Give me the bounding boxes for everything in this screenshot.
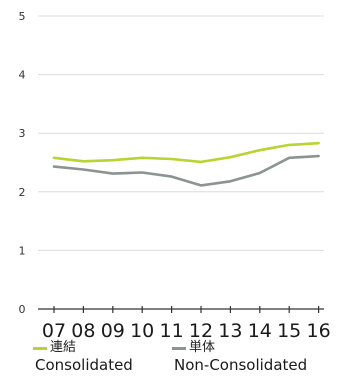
x-tick-label: 12	[189, 320, 213, 340]
x-tick-label: 14	[248, 320, 272, 340]
y-tick-label: 4	[19, 69, 26, 82]
y-tick-label: 3	[19, 127, 26, 140]
x-tick-label: 10	[130, 320, 154, 340]
legend-consolidated: 連結 Consolidated	[33, 340, 133, 374]
gridlines	[38, 15, 324, 251]
x-axis: 07 08 09 10 11 12 13 14 15 16	[38, 306, 331, 340]
y-tick-label: 5	[19, 10, 26, 23]
y-tick-label: 0	[19, 303, 26, 316]
legend-label-jp: 連結	[50, 340, 77, 355]
x-tick-label: 13	[218, 320, 242, 340]
x-tick-label: 16	[307, 320, 331, 340]
x-tick-label: 07	[42, 320, 66, 340]
legend-label-en: Non-Consolidated	[174, 356, 308, 374]
series-lines	[52, 141, 320, 187]
y-tick-label: 2	[19, 186, 26, 199]
y-axis-ticks: 0 1 2 3 4 5	[19, 10, 26, 316]
x-tick-label: 08	[71, 320, 95, 340]
legend-swatch-non-consolidated	[172, 346, 186, 350]
x-tick-label: 15	[277, 320, 301, 340]
series-line-consolidated	[52, 141, 320, 164]
x-tick-label: 11	[160, 320, 184, 340]
legend-non-consolidated: 単体 Non-Consolidated	[172, 340, 307, 374]
legend-label-jp: 単体	[189, 340, 216, 355]
y-tick-label: 1	[19, 244, 26, 257]
legend-label-en: Consolidated	[35, 356, 133, 374]
series-line-non-consolidated	[52, 154, 320, 187]
legend-swatch-consolidated	[33, 346, 47, 350]
x-tick-label: 09	[101, 320, 125, 340]
